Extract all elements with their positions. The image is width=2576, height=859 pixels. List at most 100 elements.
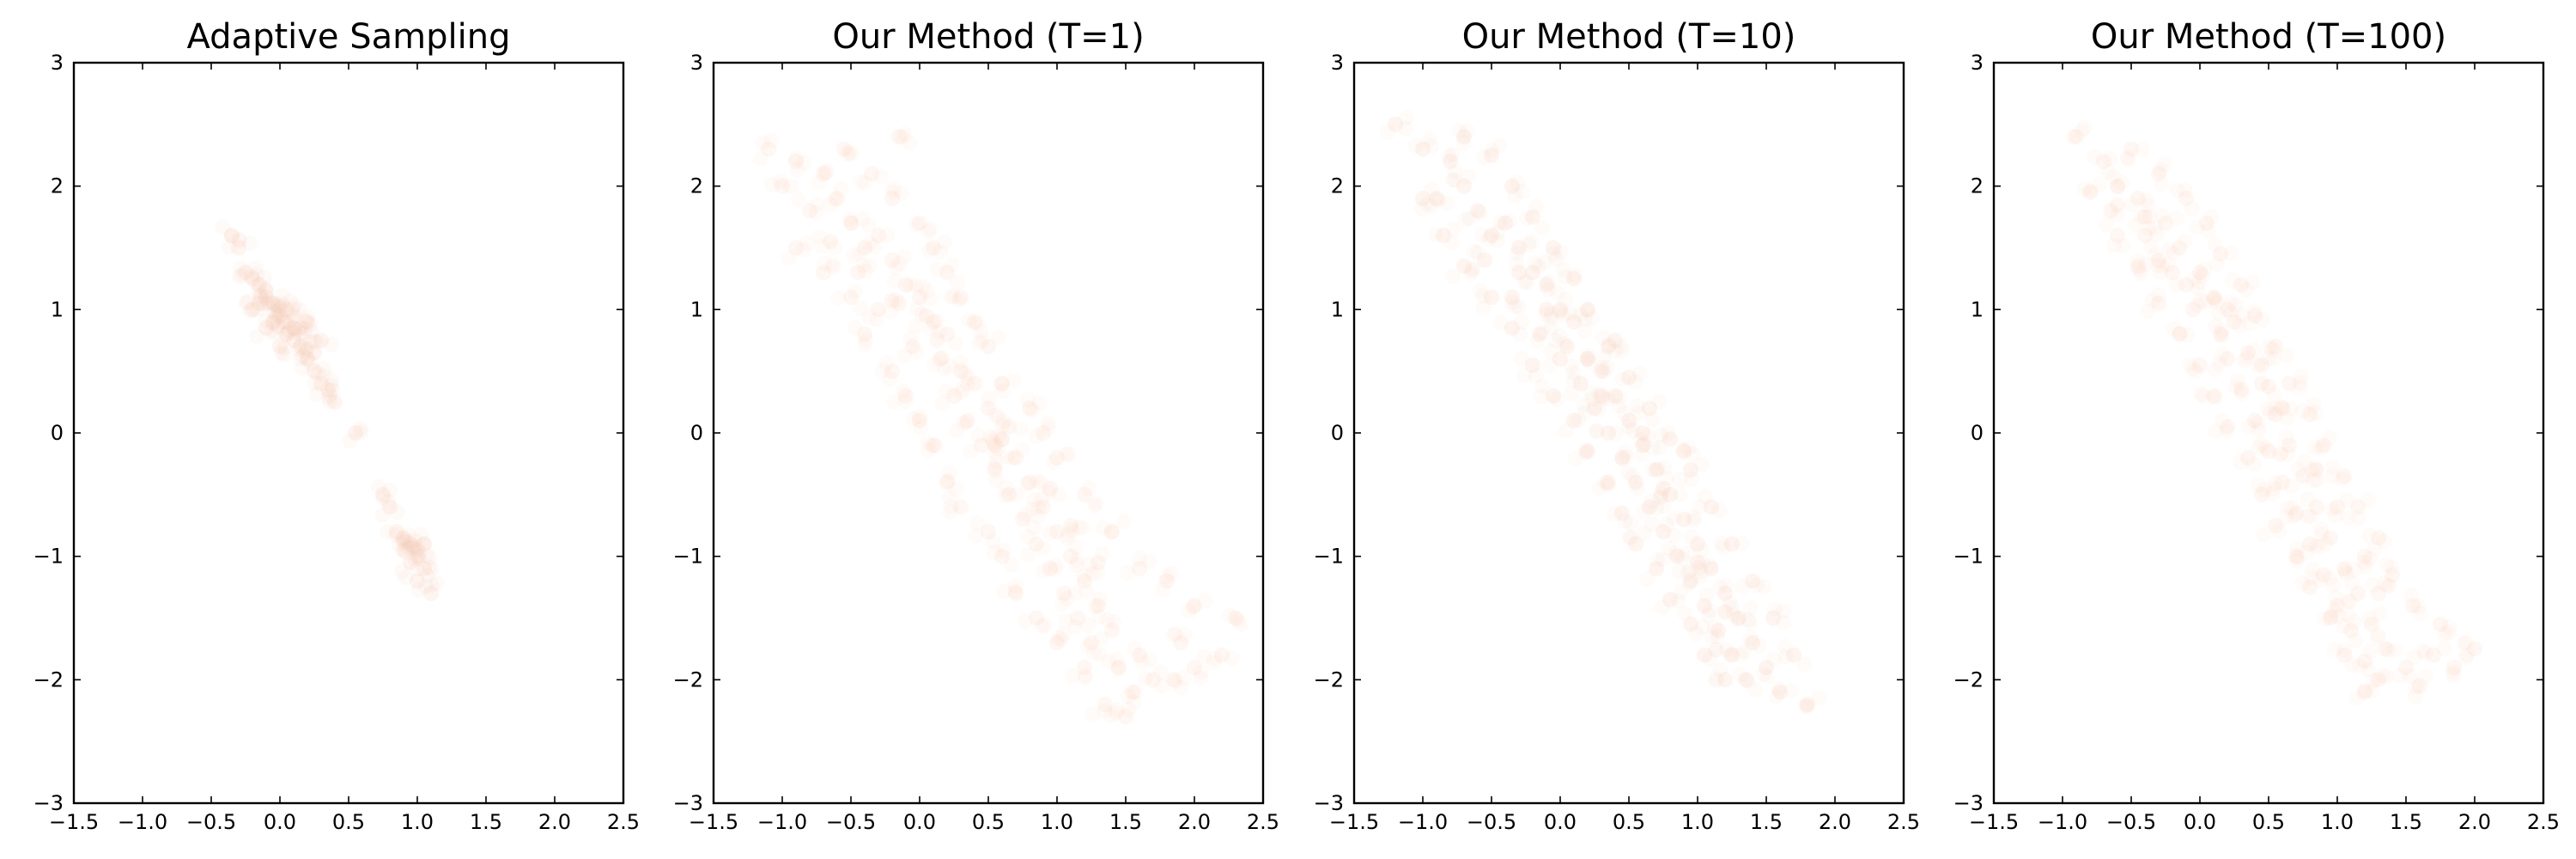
data-point-spread: [1080, 618, 1097, 634]
data-point-spread: [1127, 684, 1144, 700]
data-point-spread: [912, 408, 927, 424]
data-point-spread: [2346, 562, 2362, 577]
data-point-spread: [400, 527, 416, 543]
data-point-spread: [2288, 553, 2305, 570]
data-point: [403, 554, 418, 570]
data-point-spread: [994, 417, 1011, 434]
data-point-spread: [1549, 391, 1565, 407]
data-point-spread: [2348, 632, 2364, 649]
data-point: [884, 252, 900, 268]
data-point-spread: [1631, 405, 1647, 421]
data-point: [2357, 548, 2372, 564]
data-point-spread: [1465, 262, 1480, 278]
y-tick-label: 1: [690, 297, 703, 321]
data-point: [2261, 443, 2276, 460]
data-point: [2323, 610, 2338, 626]
data-point-spread: [1660, 425, 1676, 442]
data-point-spread: [1045, 454, 1061, 471]
data-point-spread: [2362, 551, 2379, 567]
data-point-spread: [1541, 357, 1558, 374]
data-point-spread: [1058, 591, 1074, 606]
data-point: [1697, 647, 1712, 663]
data-point-spread: [894, 185, 910, 201]
data-point-spread: [2239, 350, 2256, 367]
data-point-spread: [1528, 198, 1544, 215]
data-point-spread: [1542, 310, 1558, 326]
data-point-spread: [2459, 647, 2476, 663]
data-point-spread: [1421, 131, 1437, 147]
data-point-spread: [2456, 635, 2472, 651]
data-point: [1484, 147, 1499, 163]
data-point-spread: [2376, 533, 2392, 550]
data-point-spread: [320, 389, 337, 405]
y-tick-label: −3: [1953, 791, 1984, 815]
data-point-spread: [1769, 688, 1785, 704]
data-point-spread: [1222, 607, 1238, 624]
data-point: [1008, 449, 1024, 466]
data-point-spread: [2166, 245, 2182, 261]
x-tick-label: 1.5: [1109, 810, 1142, 834]
data-point: [2199, 215, 2215, 231]
data-point-spread: [960, 369, 976, 386]
y-tick-label: −1: [33, 545, 64, 569]
data-point-spread: [2279, 347, 2295, 363]
data-point-spread: [2223, 305, 2239, 321]
data-point: [327, 394, 343, 411]
data-point-spread: [2324, 468, 2341, 484]
data-point: [1228, 610, 1243, 626]
data-point-spread: [1181, 603, 1197, 619]
data-point: [1504, 289, 1520, 305]
data-point: [2151, 252, 2166, 268]
data-point-spread: [387, 527, 404, 543]
chart-panel-1: −1.5 −1.0 −0.5 0.0 0.5 1.0 1.5 2.0 2.5 −3 −2 −1 0 1 2 3…: [33, 17, 640, 834]
point-cloud: [753, 126, 1249, 725]
y-tick-label: 1: [1971, 297, 1984, 321]
data-point-spread: [1677, 605, 1693, 621]
x-tick-label: −1.5: [1969, 810, 2019, 834]
data-point-spread: [996, 413, 1012, 430]
data-point-spread: [1424, 198, 1440, 214]
data-point-spread: [1050, 630, 1066, 646]
data-point-spread: [994, 383, 1011, 399]
data-point-spread: [1555, 261, 1571, 277]
data-point-spread: [257, 280, 273, 296]
data-point: [265, 314, 281, 330]
y-tick-label: 1: [1331, 297, 1344, 321]
data-point-spread: [1610, 389, 1626, 405]
data-point-spread: [419, 547, 435, 564]
data-point-spread: [1548, 251, 1564, 267]
data-point: [2213, 246, 2228, 262]
data-point-spread: [1565, 373, 1582, 389]
data-point: [1511, 240, 1527, 256]
x-tick-label: 0.5: [1613, 810, 1645, 834]
data-point-spread: [1551, 304, 1567, 320]
data-point-spread: [1127, 641, 1143, 656]
y-tick-label: 0: [1971, 421, 1984, 445]
data-point-spread: [1103, 708, 1119, 723]
data-point-spread: [2306, 472, 2322, 489]
data-point-spread: [2251, 440, 2267, 456]
data-point-spread: [1783, 682, 1800, 698]
data-point-spread: [2196, 261, 2213, 277]
data-point-spread: [2139, 256, 2155, 272]
data-point-spread: [799, 235, 816, 251]
data-point-spread: [1423, 137, 1439, 154]
data-point: [293, 338, 308, 355]
data-point-spread: [999, 448, 1015, 465]
data-point-spread: [2186, 271, 2202, 287]
data-point: [1001, 418, 1017, 435]
data-point-spread: [270, 318, 286, 334]
data-point-spread: [2304, 462, 2320, 478]
data-point-spread: [2303, 570, 2319, 586]
data-point-spread: [896, 383, 912, 399]
data-point-spread: [297, 341, 313, 356]
data-point-spread: [1012, 421, 1029, 437]
data-point-spread: [2294, 576, 2311, 592]
data-point-spread: [1620, 418, 1637, 435]
data-point-spread: [1634, 447, 1649, 463]
data-point-spread: [277, 326, 294, 342]
data-point-spread: [1643, 516, 1660, 532]
data-point-spread: [2366, 673, 2382, 689]
data-point-spread: [854, 211, 871, 228]
data-point-spread: [2380, 577, 2397, 594]
